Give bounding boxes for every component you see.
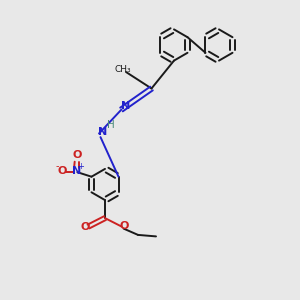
Text: N: N [72,166,81,176]
Text: N: N [98,127,107,137]
Text: O: O [120,221,129,231]
Text: N: N [121,100,130,111]
Text: CH₃: CH₃ [114,65,131,74]
Text: O: O [57,166,67,176]
Text: O: O [81,222,90,232]
Text: H: H [106,120,114,130]
Text: O: O [72,150,82,160]
Text: +: + [78,162,84,171]
Text: -: - [56,161,59,171]
